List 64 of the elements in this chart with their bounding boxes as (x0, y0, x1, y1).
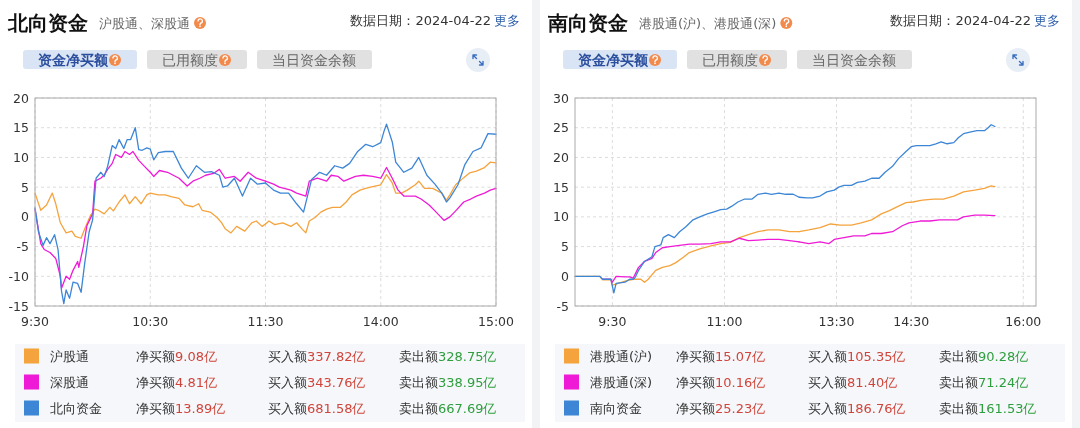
text: 已用额度 (702, 52, 758, 68)
y-tick-label: 20 (553, 149, 570, 165)
text: 卖出额71.24亿 (939, 374, 1029, 390)
y-tick-label: 30 (553, 90, 570, 106)
x-tick-label: 11:00 (706, 313, 743, 329)
y-tick-label: 5 (21, 179, 29, 195)
text: 净买额10.16亿 (676, 374, 766, 390)
legend-label: 港股通(深) (590, 374, 653, 390)
text: 数据日期：2024-04-22 (890, 12, 1031, 28)
text: 买入额343.76亿 (268, 374, 366, 390)
text: 卖出额338.95亿 (399, 374, 497, 390)
y-tick-label: -5 (556, 298, 569, 314)
legend-label: 港股通(沪) (590, 348, 653, 364)
y-tick-label: 0 (561, 268, 570, 284)
legend-label: 北向资金 (50, 400, 102, 416)
chart-title: 北向资金 (7, 11, 88, 35)
y-tick-label: 25 (553, 120, 569, 136)
x-tick-label: 9:30 (20, 313, 50, 329)
x-tick-label: 16:00 (1005, 313, 1042, 329)
legend-label: 沪股通 (50, 348, 89, 364)
x-tick-label: 15:00 (477, 313, 515, 329)
y-tick-label: 20 (13, 90, 30, 106)
x-tick-label: 9:30 (598, 313, 627, 329)
text: 卖出额161.53亿 (939, 400, 1037, 416)
text: 当日资金余额 (272, 52, 356, 68)
x-tick-label: 11:30 (247, 313, 284, 329)
text: 买入额337.82亿 (268, 348, 366, 364)
y-tick-label: -5 (16, 239, 29, 255)
chart-subtitle: 沪股通、深股通 (99, 15, 190, 31)
text: 更多 (1034, 12, 1060, 28)
text: 数据日期：2024-04-22 (350, 12, 491, 28)
text: 卖出额667.69亿 (399, 400, 497, 416)
text: 当日资金余额 (812, 52, 896, 68)
chart-title: 南向资金 (547, 11, 628, 35)
text: 买入额105.35亿 (808, 348, 906, 364)
legend-label: 南向资金 (590, 400, 642, 416)
y-tick-label: 10 (13, 149, 30, 165)
text: 买入额81.40亿 (808, 374, 898, 390)
y-tick-label: 15 (13, 120, 29, 136)
y-tick-label: -15 (8, 298, 29, 314)
chart-subtitle: 港股通(沪)、港股通(深) (639, 15, 777, 31)
text: 净买额13.89亿 (136, 400, 226, 416)
text: 已用额度 (162, 52, 218, 68)
y-tick-label: 5 (561, 239, 569, 255)
text: 净买额9.08亿 (136, 348, 217, 364)
y-tick-label: 0 (21, 209, 30, 225)
text: 买入额681.58亿 (268, 400, 366, 416)
text: 净买额25.23亿 (676, 400, 766, 416)
text: 买入额186.76亿 (808, 400, 906, 416)
y-tick-label: 15 (553, 179, 569, 195)
text: 卖出额328.75亿 (399, 348, 497, 364)
x-tick-label: 10:30 (132, 313, 169, 329)
text: 卖出额90.28亿 (939, 348, 1029, 364)
y-tick-label: 10 (553, 209, 570, 225)
legend-label: 深股通 (50, 374, 89, 390)
text: 净买额15.07亿 (676, 348, 766, 364)
text: 资金净买额 (578, 52, 649, 68)
x-tick-label: 14:00 (362, 313, 399, 329)
y-tick-label: -10 (8, 268, 30, 284)
x-tick-label: 14:30 (893, 313, 930, 329)
text: 资金净买额 (38, 52, 109, 68)
text: 净买额4.81亿 (136, 374, 217, 390)
text: 更多 (494, 12, 520, 28)
x-tick-label: 13:30 (818, 313, 855, 329)
